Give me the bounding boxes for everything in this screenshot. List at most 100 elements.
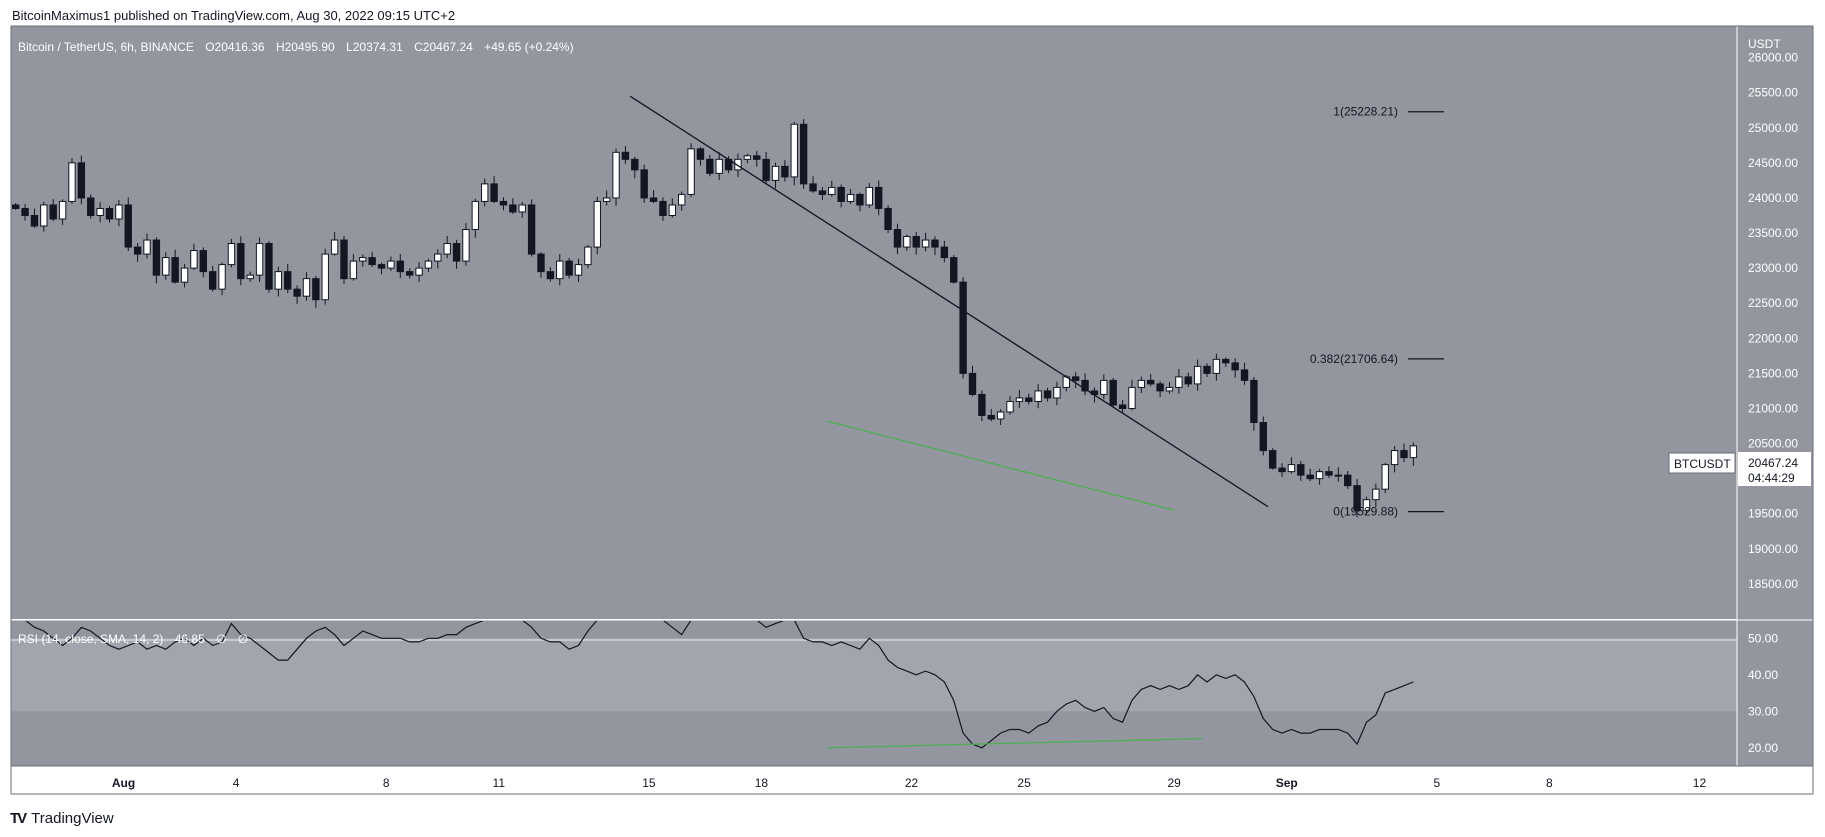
candle bbox=[321, 248, 329, 305]
candle-body-down bbox=[1109, 379, 1117, 406]
fib-level[interactable]: 0(19529.88) bbox=[1333, 505, 1444, 519]
candle bbox=[584, 244, 592, 269]
candle-body-up bbox=[921, 239, 930, 248]
candle bbox=[856, 192, 864, 212]
candle bbox=[96, 202, 104, 223]
candle-body-down bbox=[931, 239, 939, 248]
candle bbox=[950, 255, 958, 284]
candle bbox=[527, 199, 536, 257]
rsi-divergence-line[interactable] bbox=[827, 737, 1203, 749]
candle-body-up bbox=[1315, 471, 1324, 480]
candle-body-up bbox=[584, 246, 592, 266]
candle-body-up bbox=[190, 250, 198, 269]
candle bbox=[87, 194, 95, 219]
rsi-axis-ticks: 20.00 30.00 40.00 50.00 bbox=[1748, 631, 1778, 755]
candle-body-down bbox=[818, 190, 827, 195]
price-tick-label: 20500.00 bbox=[1748, 437, 1798, 451]
candle bbox=[246, 271, 254, 282]
price-tick-label: 24500.00 bbox=[1748, 156, 1798, 170]
candle bbox=[875, 180, 883, 216]
candle bbox=[668, 198, 677, 218]
candle bbox=[415, 262, 423, 283]
candle-body-up bbox=[1334, 474, 1343, 477]
rsi-series bbox=[25, 621, 1414, 749]
descending-trendline[interactable] bbox=[629, 95, 1269, 508]
candle bbox=[1100, 374, 1108, 400]
price-tick-label: 22500.00 bbox=[1748, 296, 1798, 310]
price-divergence-line[interactable] bbox=[826, 420, 1175, 511]
rsi-band bbox=[11, 638, 1737, 712]
rsi-tick-label: 30.00 bbox=[1748, 704, 1778, 718]
price-tick-label: 18500.00 bbox=[1748, 577, 1798, 591]
candle bbox=[377, 262, 386, 275]
candle bbox=[771, 162, 780, 189]
candle-body-down bbox=[1240, 369, 1249, 381]
candle bbox=[312, 275, 320, 308]
fib-level[interactable]: 0.382(21706.64) bbox=[1310, 352, 1444, 366]
time-tick-label: 18 bbox=[755, 776, 769, 790]
candle-body-up bbox=[846, 193, 855, 202]
candle-body-down bbox=[856, 193, 864, 206]
candle-body-down bbox=[171, 257, 179, 283]
candle-body-up bbox=[40, 204, 48, 227]
candle-body-down bbox=[30, 214, 39, 227]
candle bbox=[799, 119, 808, 189]
candle bbox=[265, 241, 273, 293]
price-axis-background[interactable] bbox=[1737, 26, 1813, 766]
candle-body-up bbox=[678, 193, 686, 206]
close-value: 20467.24 bbox=[423, 40, 473, 54]
candle bbox=[1175, 368, 1183, 394]
candle bbox=[959, 277, 967, 379]
candle bbox=[1025, 393, 1033, 405]
candle bbox=[1250, 376, 1258, 431]
candle bbox=[237, 236, 245, 286]
time-tick-label: 8 bbox=[1546, 776, 1553, 790]
candle bbox=[912, 231, 920, 255]
candle-body-down bbox=[312, 278, 320, 301]
price-tick-label: 23500.00 bbox=[1748, 226, 1798, 240]
last-price-badge[interactable]: BTCUSDT 20467.24 04:44:29 bbox=[1668, 452, 1811, 486]
candle-body-up bbox=[1165, 386, 1174, 392]
fib-level[interactable]: 1(25228.21) bbox=[1333, 105, 1444, 119]
price-tick-label: 25500.00 bbox=[1748, 86, 1798, 100]
candle-body-down bbox=[1278, 467, 1286, 473]
footer-brand[interactable]: TV TradingView bbox=[10, 808, 114, 828]
candle-body-up bbox=[387, 260, 395, 269]
fib-level-label: 1(25228.21) bbox=[1333, 105, 1398, 119]
open-label: O bbox=[205, 40, 214, 54]
candle bbox=[987, 408, 995, 422]
candle bbox=[424, 258, 433, 272]
candle bbox=[612, 148, 620, 206]
candle-body-up bbox=[68, 162, 76, 202]
candle bbox=[1006, 396, 1014, 415]
candle bbox=[1081, 373, 1089, 396]
candle bbox=[208, 265, 217, 292]
candle bbox=[330, 232, 339, 256]
candle-body-down bbox=[368, 257, 376, 266]
candle bbox=[452, 239, 461, 269]
time-tick-label: 25 bbox=[1017, 776, 1031, 790]
symbol-tag-text: BTCUSDT bbox=[1674, 457, 1731, 471]
candle bbox=[152, 237, 161, 284]
candle bbox=[133, 243, 142, 262]
symbol-tag bbox=[1668, 452, 1736, 474]
candle-body-down bbox=[753, 155, 761, 160]
price-tick-label: 21000.00 bbox=[1748, 401, 1798, 415]
candle-body-down bbox=[781, 165, 789, 178]
candle-body-up bbox=[1193, 365, 1202, 385]
price-axis-title: USDT bbox=[1748, 37, 1781, 51]
candle-body-down bbox=[452, 243, 461, 262]
rsi-legend-extra1: ∅ bbox=[216, 632, 226, 646]
candle-body-up bbox=[415, 267, 423, 276]
candle bbox=[640, 164, 648, 203]
price-tag bbox=[1738, 452, 1811, 486]
candle bbox=[743, 153, 752, 164]
candle bbox=[518, 201, 526, 218]
rsi-legend-extra2: ∅ bbox=[238, 632, 248, 646]
candle bbox=[837, 184, 845, 208]
candle-body-down bbox=[340, 239, 348, 280]
ohlc-legend: Bitcoin / TetherUS, 6h, BINANCE O20416.3… bbox=[18, 40, 574, 54]
candle-body-down bbox=[284, 271, 292, 290]
publisher-header: BitcoinMaximus1 published on TradingView… bbox=[12, 8, 456, 23]
